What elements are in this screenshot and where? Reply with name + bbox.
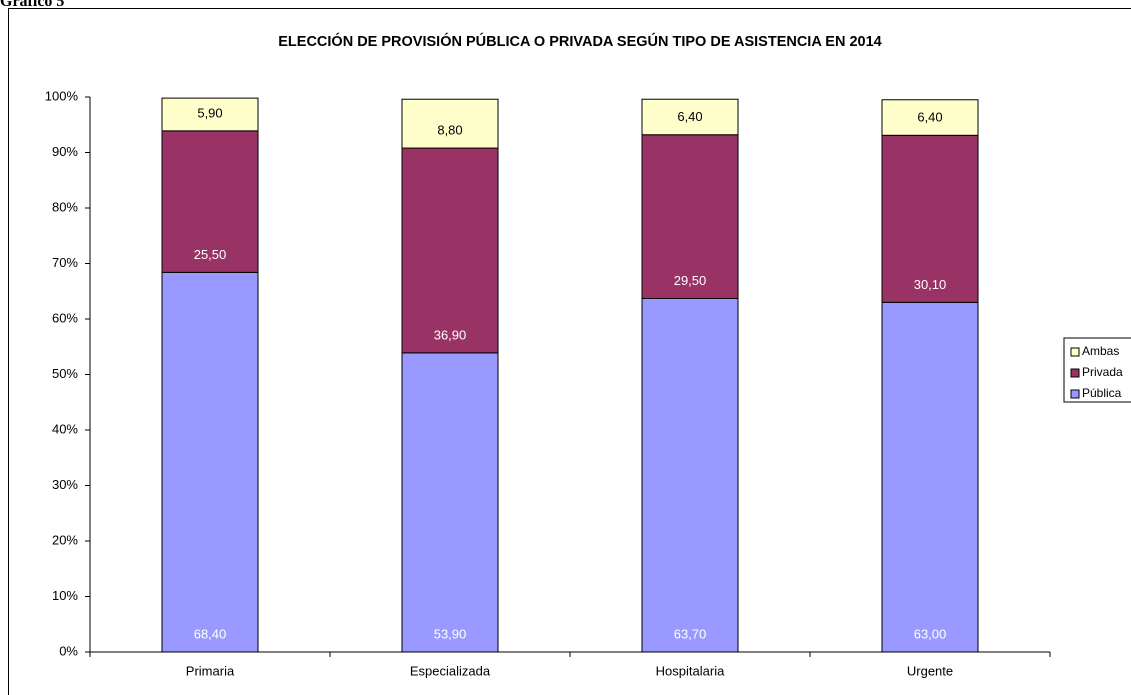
chart-frame <box>8 8 1131 695</box>
legend-swatch <box>1070 347 1080 357</box>
bar-segment <box>641 297 739 653</box>
x-tick-label: Hospitalaria <box>656 663 725 678</box>
data-label: 68,40 <box>194 626 227 641</box>
data-label: 8,80 <box>437 122 462 137</box>
data-label: 29,50 <box>674 273 707 288</box>
x-tick-label: Urgente <box>907 663 953 678</box>
legend-label: Pública <box>1082 386 1122 400</box>
legend-frame <box>1063 337 1131 403</box>
x-tick-label: Especializada <box>410 663 491 678</box>
bar-segment <box>641 98 739 136</box>
bar-segment <box>401 352 499 653</box>
bar-segment <box>881 134 979 303</box>
data-label: 63,70 <box>674 626 707 641</box>
y-tick-label: 50% <box>52 366 78 381</box>
data-label: 5,90 <box>197 105 222 120</box>
data-label: 6,40 <box>917 110 942 125</box>
legend-label: Privada <box>1082 365 1123 379</box>
legend-swatch <box>1070 389 1080 399</box>
data-label: 53,90 <box>434 626 467 641</box>
caption: Gráfico 5 <box>0 0 64 10</box>
data-label: 30,10 <box>914 277 947 292</box>
data-label: 63,00 <box>914 626 947 641</box>
bar-segment <box>641 134 739 299</box>
bar-segment <box>401 98 499 149</box>
y-tick-label: 100% <box>45 88 79 103</box>
data-label: 36,90 <box>434 327 467 342</box>
bar-segment <box>401 147 499 354</box>
y-tick-label: 80% <box>52 199 78 214</box>
legend-swatch <box>1070 368 1080 378</box>
x-tick-label: Primaria <box>186 663 235 678</box>
y-tick-label: 70% <box>52 255 78 270</box>
y-tick-label: 0% <box>59 643 78 658</box>
data-label: 6,40 <box>677 109 702 124</box>
y-tick-label: 20% <box>52 532 78 547</box>
y-tick-label: 40% <box>52 421 78 436</box>
legend-label: Ambas <box>1082 344 1119 358</box>
y-tick-label: 10% <box>52 588 78 603</box>
y-tick-label: 60% <box>52 310 78 325</box>
y-tick-label: 90% <box>52 144 78 159</box>
bar-segment <box>881 301 979 653</box>
bar-segment <box>161 97 259 132</box>
chart-title: ELECCIÓN DE PROVISIÓN PÚBLICA O PRIVADA … <box>278 32 881 50</box>
bar-segment <box>161 271 259 653</box>
bar-segment <box>881 99 979 136</box>
y-tick-label: 30% <box>52 477 78 492</box>
data-label: 25,50 <box>194 247 227 262</box>
